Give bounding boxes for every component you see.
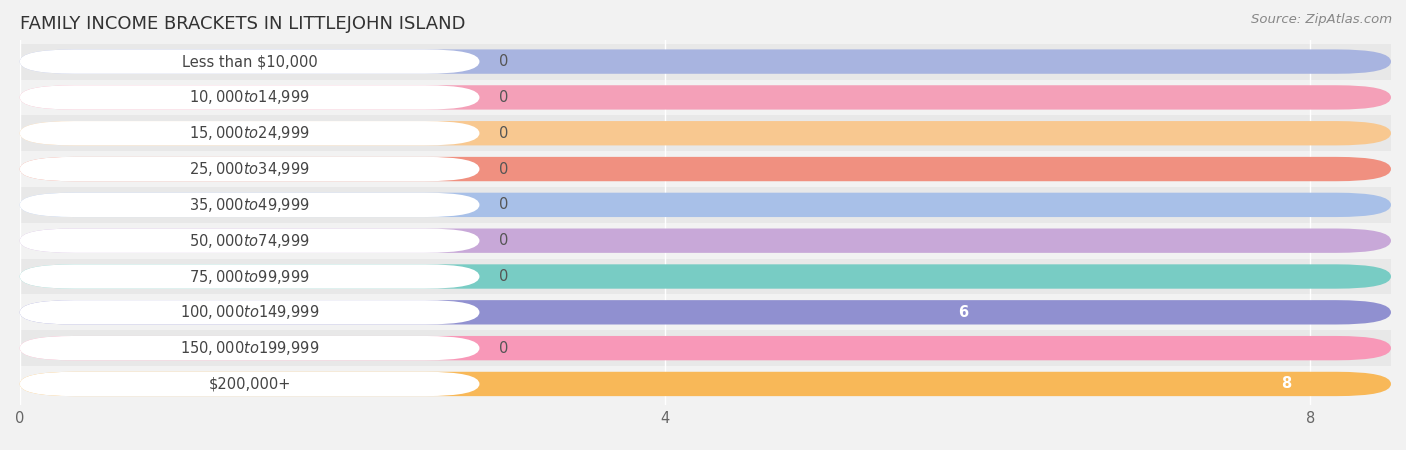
Text: $10,000 to $14,999: $10,000 to $14,999 bbox=[190, 88, 309, 106]
Bar bbox=[0, 44, 1406, 80]
Text: $100,000 to $149,999: $100,000 to $149,999 bbox=[180, 303, 319, 321]
FancyBboxPatch shape bbox=[20, 85, 479, 110]
FancyBboxPatch shape bbox=[20, 300, 1391, 324]
Text: 0: 0 bbox=[499, 162, 508, 176]
FancyBboxPatch shape bbox=[20, 229, 1391, 253]
Bar bbox=[0, 259, 1406, 294]
Text: 0: 0 bbox=[499, 233, 508, 248]
FancyBboxPatch shape bbox=[20, 300, 479, 324]
Text: Source: ZipAtlas.com: Source: ZipAtlas.com bbox=[1251, 14, 1392, 27]
FancyBboxPatch shape bbox=[20, 264, 1391, 289]
Text: 0: 0 bbox=[499, 54, 508, 69]
FancyBboxPatch shape bbox=[20, 50, 479, 74]
Text: $15,000 to $24,999: $15,000 to $24,999 bbox=[190, 124, 309, 142]
FancyBboxPatch shape bbox=[20, 372, 479, 396]
Text: $25,000 to $34,999: $25,000 to $34,999 bbox=[190, 160, 309, 178]
Text: $75,000 to $99,999: $75,000 to $99,999 bbox=[190, 267, 309, 285]
Bar bbox=[0, 80, 1406, 115]
Text: $150,000 to $199,999: $150,000 to $199,999 bbox=[180, 339, 319, 357]
FancyBboxPatch shape bbox=[20, 264, 479, 289]
Bar bbox=[0, 330, 1406, 366]
FancyBboxPatch shape bbox=[20, 193, 1391, 217]
FancyBboxPatch shape bbox=[20, 336, 1391, 360]
Bar bbox=[0, 151, 1406, 187]
FancyBboxPatch shape bbox=[20, 121, 479, 145]
Text: $35,000 to $49,999: $35,000 to $49,999 bbox=[190, 196, 309, 214]
FancyBboxPatch shape bbox=[20, 85, 1391, 110]
Bar bbox=[0, 294, 1406, 330]
FancyBboxPatch shape bbox=[20, 50, 1391, 74]
Text: $200,000+: $200,000+ bbox=[208, 377, 291, 392]
Text: $50,000 to $74,999: $50,000 to $74,999 bbox=[190, 232, 309, 250]
Text: 8: 8 bbox=[1281, 377, 1291, 392]
Text: 6: 6 bbox=[957, 305, 969, 320]
FancyBboxPatch shape bbox=[20, 121, 1391, 145]
FancyBboxPatch shape bbox=[20, 229, 479, 253]
Text: 0: 0 bbox=[499, 198, 508, 212]
Bar bbox=[0, 115, 1406, 151]
Bar bbox=[0, 366, 1406, 402]
Text: FAMILY INCOME BRACKETS IN LITTLEJOHN ISLAND: FAMILY INCOME BRACKETS IN LITTLEJOHN ISL… bbox=[20, 15, 465, 33]
Text: 0: 0 bbox=[499, 269, 508, 284]
FancyBboxPatch shape bbox=[20, 336, 479, 360]
FancyBboxPatch shape bbox=[20, 193, 479, 217]
Bar bbox=[0, 187, 1406, 223]
FancyBboxPatch shape bbox=[20, 157, 479, 181]
Text: 0: 0 bbox=[499, 126, 508, 141]
Text: Less than $10,000: Less than $10,000 bbox=[181, 54, 318, 69]
Bar bbox=[0, 223, 1406, 259]
FancyBboxPatch shape bbox=[20, 372, 1391, 396]
Text: 0: 0 bbox=[499, 90, 508, 105]
Text: 0: 0 bbox=[499, 341, 508, 356]
FancyBboxPatch shape bbox=[20, 157, 1391, 181]
